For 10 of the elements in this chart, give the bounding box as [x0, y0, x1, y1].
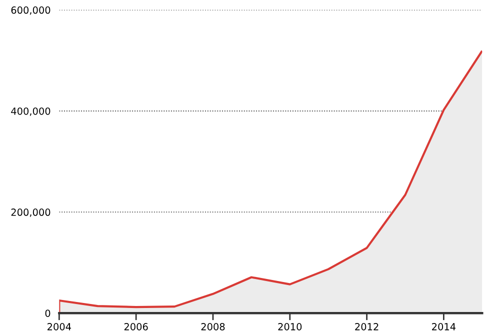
- x-tick-label: 2006: [124, 323, 148, 330]
- x-tick-label: 2010: [278, 323, 302, 330]
- y-tick-label: 600,000: [11, 6, 50, 15]
- x-tick-label: 2008: [201, 323, 225, 330]
- y-tick-label: 0: [45, 310, 50, 317]
- y-tick-label: 200,000: [11, 208, 50, 217]
- x-tick-label: 2004: [48, 323, 71, 330]
- x-tick-label: 2014: [432, 323, 456, 330]
- y-tick-label: 400,000: [11, 107, 50, 116]
- x-tick-label: 2012: [355, 323, 378, 330]
